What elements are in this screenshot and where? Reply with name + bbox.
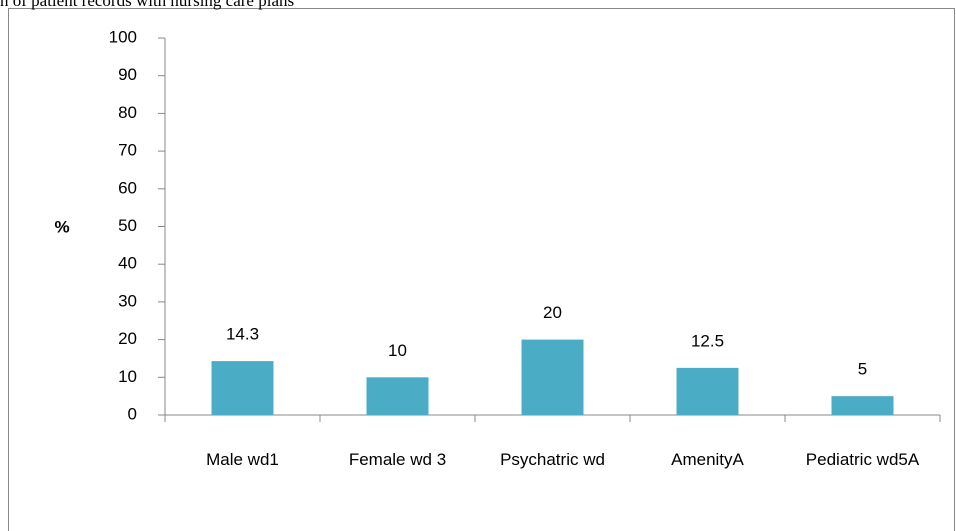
data-label: 5 [858,360,867,379]
data-label: 12.5 [691,331,724,350]
y-tick-label: 10 [118,367,137,386]
bar [676,367,739,415]
chart-title: n of patient records with nursing care p… [0,0,294,10]
x-tick-label: Psychatric wd [500,450,605,469]
y-tick-label: 20 [118,329,137,348]
bar [366,377,429,415]
data-label: 10 [388,341,407,360]
y-tick-label: 0 [128,404,137,423]
x-tick-label: AmenityA [671,450,744,469]
x-tick-label: Male wd1 [206,450,279,469]
bar [521,339,584,415]
y-tick-label: 70 [118,141,137,160]
bar [831,396,894,415]
y-tick-label: 80 [118,103,137,122]
y-tick-label: 90 [118,65,137,84]
data-label: 20 [543,303,562,322]
y-tick-label: 40 [118,254,137,273]
y-tick-label: 50 [118,216,137,235]
data-label: 14.3 [226,325,259,344]
y-tick-label: 30 [118,291,137,310]
x-tick-label: Pediatric wd5A [805,450,920,469]
y-tick-label: 60 [118,178,137,197]
chart-border [8,8,955,531]
x-tick-label: Female wd 3 [348,450,447,469]
y-tick-label: 100 [109,27,137,46]
y-axis-label: % [54,217,69,236]
bar [211,361,274,415]
